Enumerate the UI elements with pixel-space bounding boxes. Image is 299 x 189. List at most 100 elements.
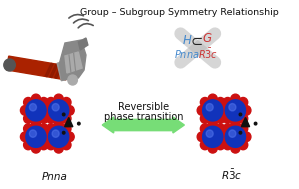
- Circle shape: [216, 114, 225, 123]
- Circle shape: [219, 132, 228, 142]
- FancyArrow shape: [102, 117, 173, 133]
- Circle shape: [208, 121, 217, 130]
- Circle shape: [48, 100, 69, 121]
- Circle shape: [229, 104, 236, 111]
- Circle shape: [225, 126, 245, 147]
- Circle shape: [65, 106, 74, 115]
- Circle shape: [216, 140, 225, 150]
- Circle shape: [42, 132, 51, 142]
- Polygon shape: [59, 40, 86, 80]
- Circle shape: [231, 143, 240, 153]
- Circle shape: [239, 140, 248, 150]
- Circle shape: [39, 140, 48, 150]
- Circle shape: [46, 140, 56, 150]
- Circle shape: [24, 114, 33, 123]
- Circle shape: [62, 98, 71, 107]
- Circle shape: [219, 106, 228, 115]
- Circle shape: [200, 124, 210, 134]
- Text: Pnna: Pnna: [42, 172, 67, 182]
- Circle shape: [231, 94, 240, 104]
- Circle shape: [20, 132, 30, 142]
- Circle shape: [242, 132, 251, 142]
- Polygon shape: [55, 65, 62, 78]
- Circle shape: [54, 117, 63, 127]
- Circle shape: [208, 94, 217, 104]
- Circle shape: [220, 132, 229, 142]
- Circle shape: [203, 100, 223, 121]
- Circle shape: [54, 94, 63, 104]
- Circle shape: [46, 114, 56, 123]
- Circle shape: [208, 143, 217, 153]
- Circle shape: [254, 122, 257, 125]
- Text: Reversible: Reversible: [118, 102, 169, 112]
- Circle shape: [239, 113, 242, 116]
- Circle shape: [24, 124, 33, 134]
- Circle shape: [24, 98, 33, 107]
- Circle shape: [239, 124, 248, 134]
- Circle shape: [52, 104, 59, 111]
- Circle shape: [223, 114, 232, 123]
- Circle shape: [206, 104, 213, 111]
- Circle shape: [216, 124, 225, 134]
- Polygon shape: [45, 63, 53, 77]
- Circle shape: [220, 106, 229, 115]
- Text: $\mathit{H}$: $\mathit{H}$: [182, 33, 193, 46]
- Polygon shape: [65, 117, 73, 127]
- Text: R$\bar{3}$c: R$\bar{3}$c: [220, 168, 242, 182]
- Circle shape: [223, 140, 232, 150]
- Circle shape: [206, 130, 213, 137]
- Circle shape: [216, 98, 225, 107]
- FancyArrow shape: [114, 117, 184, 133]
- Circle shape: [39, 124, 48, 134]
- Circle shape: [242, 106, 251, 115]
- Circle shape: [197, 132, 206, 142]
- Circle shape: [29, 104, 36, 111]
- Circle shape: [200, 98, 210, 107]
- Circle shape: [229, 130, 236, 137]
- Circle shape: [200, 140, 210, 150]
- Circle shape: [24, 140, 33, 150]
- Circle shape: [26, 100, 46, 121]
- Circle shape: [42, 106, 51, 115]
- Circle shape: [31, 117, 41, 127]
- Circle shape: [46, 98, 56, 107]
- Circle shape: [77, 122, 80, 125]
- Circle shape: [231, 117, 240, 127]
- Circle shape: [62, 113, 65, 116]
- Text: $R\bar{3}c$: $R\bar{3}c$: [198, 47, 218, 61]
- Circle shape: [46, 124, 56, 134]
- Polygon shape: [57, 59, 77, 81]
- Circle shape: [239, 131, 242, 134]
- Circle shape: [31, 121, 41, 130]
- Circle shape: [62, 131, 65, 134]
- Polygon shape: [50, 64, 58, 78]
- Circle shape: [48, 126, 69, 147]
- Text: Group – Subgroup Symmetry Relationship: Group – Subgroup Symmetry Relationship: [80, 8, 279, 17]
- Circle shape: [54, 143, 63, 153]
- Circle shape: [29, 130, 36, 137]
- Circle shape: [43, 132, 52, 142]
- Circle shape: [20, 106, 30, 115]
- Circle shape: [65, 132, 74, 142]
- Text: $\mathit{G}$: $\mathit{G}$: [202, 33, 213, 46]
- Polygon shape: [78, 38, 88, 50]
- Circle shape: [197, 106, 206, 115]
- Circle shape: [239, 98, 248, 107]
- Circle shape: [54, 121, 63, 130]
- Circle shape: [31, 143, 41, 153]
- Circle shape: [62, 114, 71, 123]
- Text: phase transition: phase transition: [103, 112, 183, 122]
- Circle shape: [52, 130, 59, 137]
- Circle shape: [62, 124, 71, 134]
- Circle shape: [203, 126, 223, 147]
- Circle shape: [31, 94, 41, 104]
- Circle shape: [200, 114, 210, 123]
- Text: $\subset$: $\subset$: [188, 33, 204, 47]
- Circle shape: [26, 126, 46, 147]
- Circle shape: [68, 75, 77, 85]
- Circle shape: [208, 117, 217, 127]
- Circle shape: [223, 124, 232, 134]
- Circle shape: [239, 114, 248, 123]
- Circle shape: [231, 121, 240, 130]
- Circle shape: [62, 140, 71, 150]
